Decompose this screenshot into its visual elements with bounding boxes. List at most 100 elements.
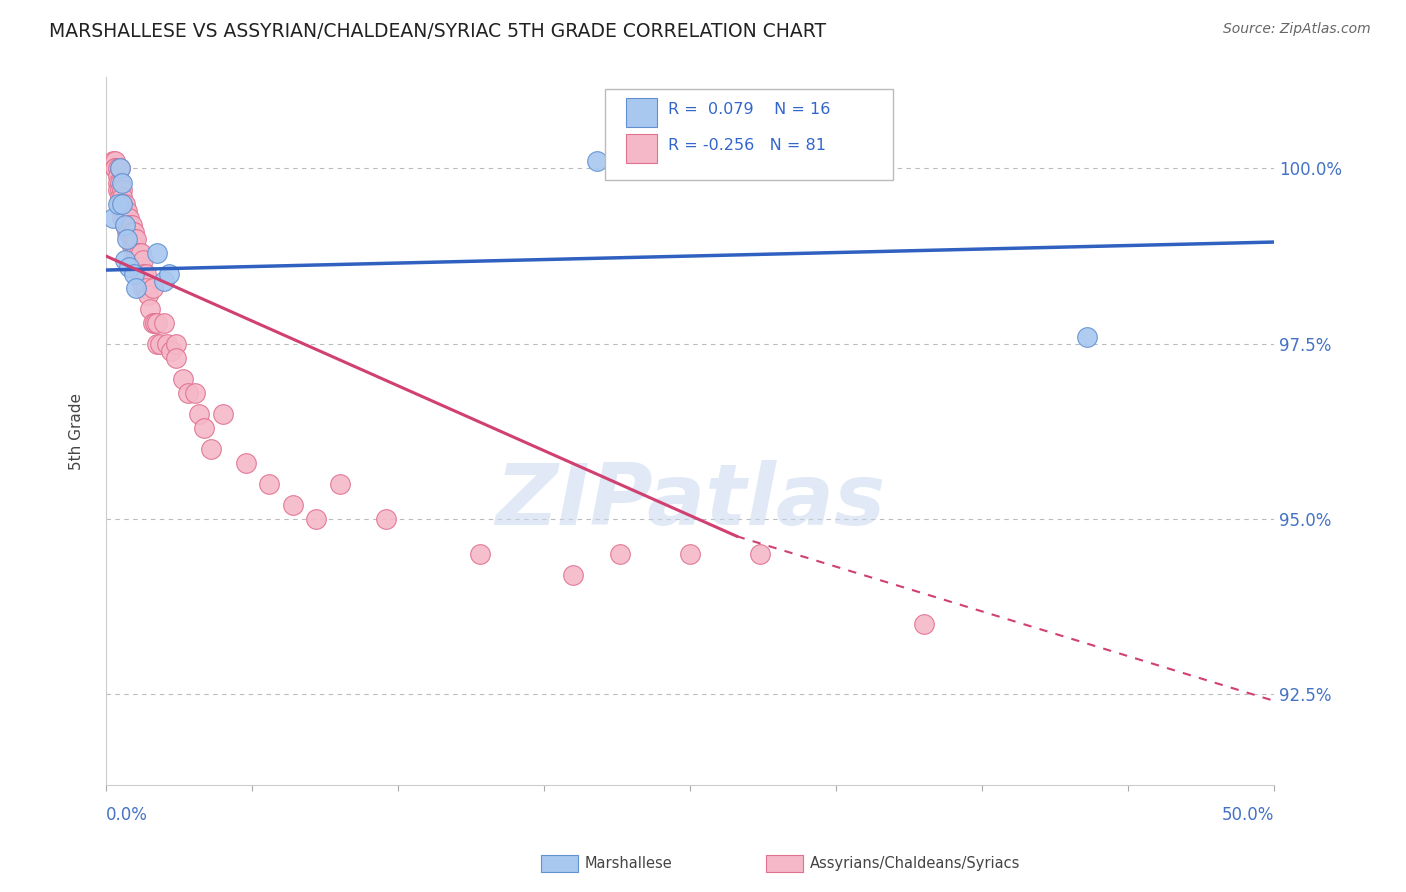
Point — [157, 267, 180, 281]
Point — [132, 280, 155, 294]
Text: ZIPatlas: ZIPatlas — [495, 460, 886, 543]
Point — [609, 547, 631, 561]
Point — [184, 385, 207, 400]
Point — [122, 231, 145, 245]
Point — [259, 476, 281, 491]
Point — [111, 182, 134, 196]
Point — [108, 161, 131, 176]
Point — [375, 512, 398, 526]
Point — [121, 231, 143, 245]
Point — [115, 203, 138, 218]
Point — [912, 616, 935, 631]
Point — [165, 336, 187, 351]
Text: MARSHALLESE VS ASSYRIAN/CHALDEAN/SYRIAC 5TH GRADE CORRELATION CHART: MARSHALLESE VS ASSYRIAN/CHALDEAN/SYRIAC … — [49, 22, 827, 41]
Point — [128, 245, 150, 260]
Point — [111, 211, 134, 225]
Point — [281, 498, 304, 512]
Point — [118, 218, 141, 232]
Point — [128, 260, 150, 274]
Point — [108, 161, 131, 176]
Text: Marshallese: Marshallese — [585, 856, 672, 871]
Point — [104, 154, 127, 169]
Text: R =  0.079    N = 16: R = 0.079 N = 16 — [668, 103, 830, 117]
Point — [193, 420, 215, 434]
Point — [153, 274, 176, 288]
Point — [101, 154, 124, 169]
Point — [749, 547, 772, 561]
Point — [107, 169, 129, 183]
Point — [146, 245, 169, 260]
Point — [122, 225, 145, 239]
Point — [146, 336, 169, 351]
Point — [132, 252, 155, 267]
Text: Assyrians/Chaldeans/Syriacs: Assyrians/Chaldeans/Syriacs — [810, 856, 1021, 871]
Point — [114, 211, 136, 225]
Point — [125, 231, 148, 245]
Point — [177, 385, 200, 400]
Point — [111, 189, 134, 203]
Point — [562, 567, 585, 582]
Point — [107, 161, 129, 176]
Point — [104, 161, 127, 176]
Point — [188, 407, 211, 421]
Point — [118, 260, 141, 274]
Text: 0.0%: 0.0% — [105, 806, 148, 824]
Point — [111, 176, 134, 190]
Point — [136, 287, 159, 301]
Text: Source: ZipAtlas.com: Source: ZipAtlas.com — [1223, 22, 1371, 37]
Point — [132, 267, 155, 281]
Point — [200, 442, 222, 456]
Point — [122, 267, 145, 281]
Point — [114, 218, 136, 232]
Point — [160, 343, 183, 358]
Point — [153, 316, 176, 330]
Point — [122, 252, 145, 267]
Point — [585, 154, 607, 169]
Point — [114, 203, 136, 218]
Point — [115, 225, 138, 239]
Point — [165, 351, 187, 365]
Point — [108, 189, 131, 203]
Point — [125, 245, 148, 260]
Point — [125, 280, 148, 294]
Text: 50.0%: 50.0% — [1222, 806, 1274, 824]
Point — [101, 211, 124, 225]
Point — [111, 203, 134, 218]
Point — [121, 218, 143, 232]
Point — [211, 407, 233, 421]
Point — [142, 280, 165, 294]
Point — [114, 196, 136, 211]
Point — [129, 274, 152, 288]
Point — [129, 260, 152, 274]
Point — [149, 336, 172, 351]
Point — [122, 238, 145, 252]
Point — [146, 316, 169, 330]
Point — [142, 316, 165, 330]
Point — [235, 456, 257, 470]
Point — [115, 211, 138, 225]
Point — [111, 196, 134, 211]
Point — [121, 238, 143, 252]
Point — [107, 196, 129, 211]
Point — [118, 225, 141, 239]
Point — [139, 301, 162, 316]
Point — [468, 547, 491, 561]
Point — [172, 371, 194, 385]
Point — [679, 547, 702, 561]
Point — [305, 512, 328, 526]
Point — [121, 225, 143, 239]
Point — [135, 280, 157, 294]
Point — [114, 252, 136, 267]
Point — [108, 176, 131, 190]
Point — [107, 176, 129, 190]
Point — [108, 182, 131, 196]
Point — [1076, 329, 1098, 343]
Point — [118, 211, 141, 225]
Point — [108, 196, 131, 211]
Point — [329, 476, 352, 491]
Point — [125, 252, 148, 267]
Point — [115, 231, 138, 245]
Point — [104, 161, 127, 176]
Point — [111, 196, 134, 211]
Point — [129, 245, 152, 260]
